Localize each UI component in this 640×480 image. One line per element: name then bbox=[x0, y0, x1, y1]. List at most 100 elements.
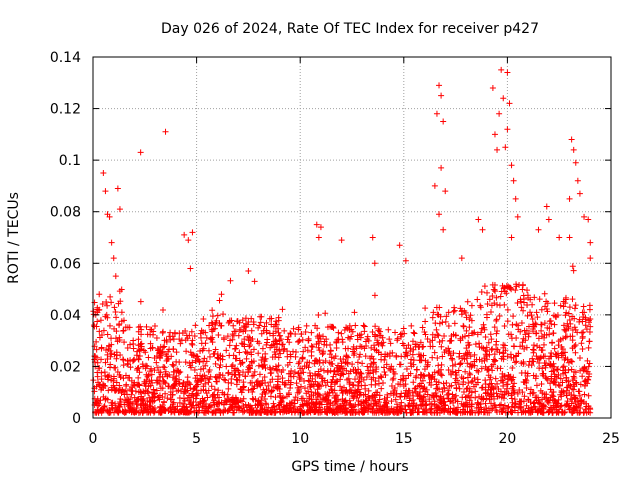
data-point bbox=[352, 401, 359, 408]
data-point bbox=[434, 355, 441, 362]
data-point bbox=[193, 391, 200, 398]
data-point bbox=[345, 334, 352, 341]
data-point bbox=[202, 340, 209, 347]
data-point bbox=[106, 322, 113, 329]
data-point bbox=[390, 375, 397, 382]
data-point bbox=[358, 399, 365, 406]
data-point bbox=[169, 361, 176, 368]
data-point bbox=[440, 118, 447, 125]
data-point bbox=[416, 409, 423, 416]
data-point bbox=[135, 336, 142, 343]
data-point bbox=[402, 406, 409, 413]
data-point bbox=[354, 336, 361, 343]
data-point bbox=[491, 324, 498, 331]
data-point bbox=[466, 370, 473, 377]
data-point bbox=[510, 313, 517, 320]
data-point bbox=[200, 329, 207, 336]
data-point bbox=[336, 366, 343, 373]
data-point bbox=[114, 338, 121, 345]
data-point bbox=[476, 408, 483, 415]
data-point bbox=[397, 381, 404, 388]
data-point bbox=[565, 325, 572, 332]
data-point bbox=[258, 394, 265, 401]
data-point bbox=[448, 355, 455, 362]
data-point bbox=[536, 344, 543, 351]
y-tick-label: 0.06 bbox=[50, 256, 81, 272]
chart-title: Day 026 of 2024, Rate Of TEC Index for r… bbox=[161, 21, 539, 37]
data-point bbox=[148, 377, 155, 384]
data-point bbox=[313, 221, 320, 228]
data-point bbox=[133, 405, 140, 412]
data-point bbox=[507, 351, 514, 358]
data-point bbox=[398, 333, 405, 340]
data-point bbox=[327, 341, 334, 348]
data-point bbox=[435, 362, 442, 369]
data-point bbox=[520, 398, 527, 405]
data-point bbox=[361, 345, 368, 352]
data-point bbox=[173, 349, 180, 356]
data-point bbox=[138, 340, 145, 347]
data-point bbox=[484, 301, 491, 308]
data-point bbox=[177, 340, 184, 347]
data-point bbox=[251, 382, 258, 389]
data-point bbox=[464, 408, 471, 415]
data-point bbox=[117, 374, 124, 381]
x-axis-title: GPS time / hours bbox=[291, 459, 408, 475]
data-point bbox=[445, 309, 452, 316]
data-point bbox=[250, 372, 257, 379]
data-point bbox=[509, 365, 516, 372]
data-point bbox=[303, 322, 310, 329]
data-point bbox=[384, 391, 391, 398]
data-point bbox=[516, 386, 523, 393]
data-point bbox=[579, 373, 586, 380]
data-point bbox=[442, 188, 449, 195]
data-point bbox=[260, 327, 267, 334]
data-point bbox=[580, 366, 587, 373]
data-point bbox=[319, 351, 326, 358]
data-point bbox=[462, 402, 469, 409]
data-point bbox=[537, 387, 544, 394]
data-point bbox=[527, 386, 534, 393]
data-point bbox=[223, 399, 230, 406]
data-point bbox=[500, 95, 507, 102]
data-point bbox=[483, 389, 490, 396]
data-point bbox=[585, 363, 592, 370]
data-point bbox=[392, 396, 399, 403]
data-point bbox=[155, 409, 162, 416]
data-point bbox=[430, 309, 437, 316]
data-point bbox=[403, 393, 410, 400]
data-point bbox=[351, 350, 358, 357]
data-point bbox=[223, 347, 230, 354]
data-point bbox=[431, 349, 438, 356]
data-point bbox=[498, 394, 505, 401]
data-point bbox=[542, 374, 549, 381]
data-point bbox=[279, 341, 286, 348]
data-point bbox=[140, 363, 147, 370]
data-point bbox=[416, 357, 423, 364]
data-point bbox=[127, 364, 134, 371]
data-point bbox=[108, 341, 115, 348]
data-point bbox=[522, 369, 529, 376]
data-point bbox=[549, 396, 556, 403]
data-point bbox=[127, 341, 134, 348]
data-point bbox=[572, 159, 579, 166]
data-point bbox=[128, 409, 135, 416]
data-point bbox=[151, 404, 158, 411]
data-point bbox=[170, 336, 177, 343]
data-point bbox=[192, 322, 199, 329]
data-point bbox=[447, 352, 454, 359]
data-point bbox=[493, 330, 500, 337]
data-point bbox=[449, 362, 456, 369]
data-point bbox=[321, 396, 328, 403]
data-point bbox=[343, 324, 350, 331]
data-point bbox=[549, 339, 556, 346]
data-point bbox=[465, 380, 472, 387]
data-point bbox=[129, 358, 136, 365]
data-point bbox=[485, 339, 492, 346]
data-point bbox=[524, 312, 531, 319]
data-point bbox=[112, 404, 119, 411]
data-point bbox=[305, 337, 312, 344]
data-point bbox=[443, 379, 450, 386]
data-point bbox=[315, 234, 322, 241]
data-point bbox=[574, 329, 581, 336]
